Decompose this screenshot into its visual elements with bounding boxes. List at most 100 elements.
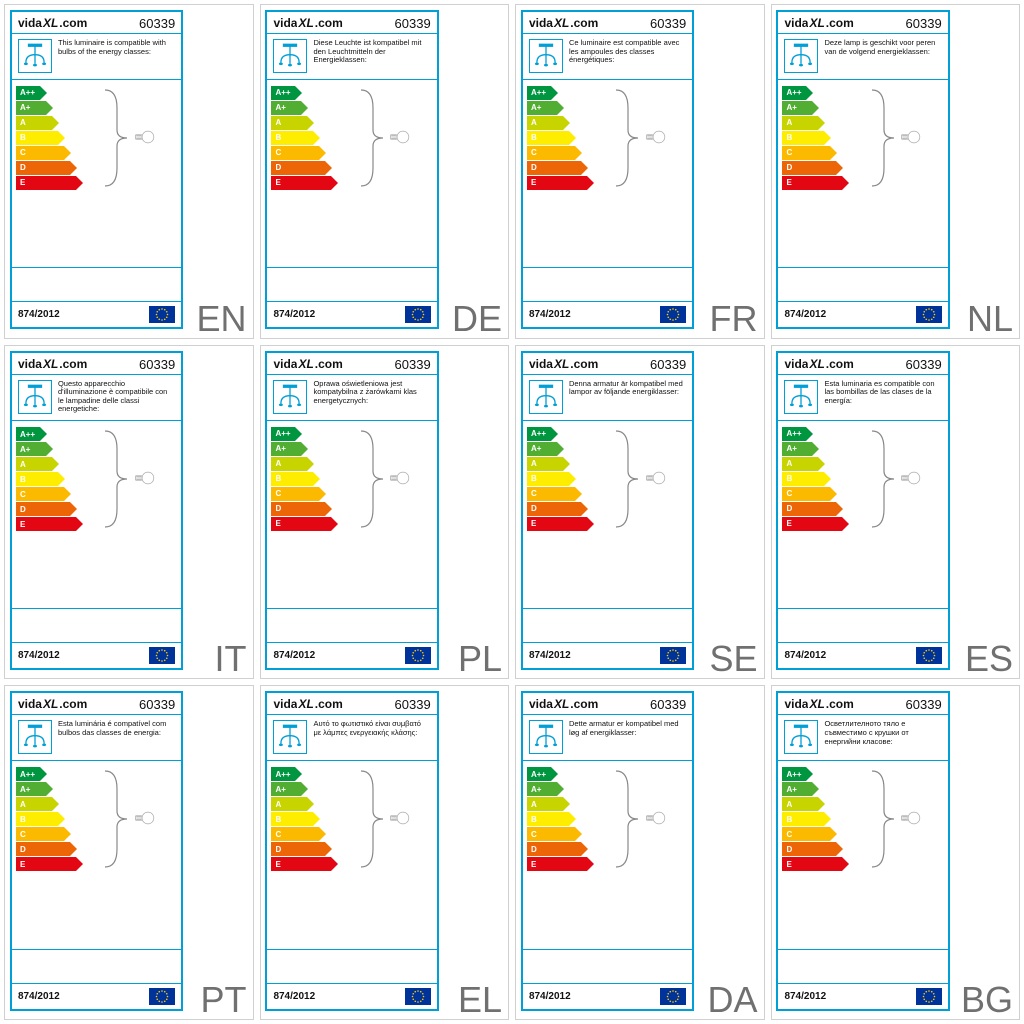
energy-class-arrow: A++ [271, 767, 355, 781]
energy-label: vidaXL.com 60339 Dette armatur er kompat… [521, 691, 694, 1010]
label-footer: 874/2012 [523, 302, 692, 327]
energy-class-label: C [531, 489, 537, 498]
chandelier-icon [18, 720, 52, 754]
label-header: vidaXL.com 60339 [12, 353, 181, 375]
label-footer: 874/2012 [523, 984, 692, 1009]
language-code: BG [961, 979, 1013, 1021]
energy-class-arrow: A+ [782, 782, 866, 796]
energy-class-arrow: D [16, 502, 100, 516]
energy-class-arrow: C [527, 487, 611, 501]
energy-class-label: E [20, 178, 25, 187]
model-number: 60339 [650, 16, 686, 31]
bulb-icon [645, 469, 667, 487]
energy-class-label: D [275, 163, 281, 172]
language-code: DA [707, 979, 757, 1021]
bracket-icon [870, 429, 898, 529]
energy-class-label: A [786, 800, 792, 809]
energy-class-label: A [20, 800, 26, 809]
energy-class-arrow: A+ [16, 442, 100, 456]
energy-label: vidaXL.com 60339 Осветлителното тяло е с… [776, 691, 949, 1010]
brand-logo: vidaXL.com [18, 697, 87, 711]
energy-arrows: A++ A+ A B C D [527, 86, 611, 190]
label-cell: vidaXL.com 60339 Ce luminaire est compat… [515, 4, 765, 339]
language-code: DE [452, 298, 502, 340]
compatibility-text: Diese Leuchte ist kompatibel mit den Leu… [313, 39, 430, 73]
spacer [267, 268, 436, 302]
energy-class-arrow: A++ [782, 767, 866, 781]
compatibility-text: Deze lamp is geschikt voor peren van de … [824, 39, 941, 73]
brand-logo: vidaXL.com [18, 16, 87, 30]
energy-class-arrow: A [271, 797, 355, 811]
bracket-icon [103, 88, 131, 188]
label-header: vidaXL.com 60339 [12, 12, 181, 34]
bulb-icon [900, 128, 922, 146]
compatibility-row: Αυτό το φωτιστικό είναι συμβατό με λάμπε… [267, 715, 436, 761]
energy-class-arrow: B [782, 131, 866, 145]
label-header: vidaXL.com 60339 [778, 353, 947, 375]
energy-class-arrow: E [527, 857, 611, 871]
brand-logo: vidaXL.com [529, 357, 598, 371]
energy-class-arrow: A [16, 116, 100, 130]
regulation-number: 874/2012 [529, 650, 571, 661]
energy-class-arrow: A++ [271, 427, 355, 441]
label-cell: vidaXL.com 60339 Questo apparecchio d'il… [4, 345, 254, 680]
energy-class-label: A+ [531, 785, 541, 794]
energy-class-arrow: E [782, 176, 866, 190]
energy-class-label: B [531, 474, 537, 483]
bracket-icon [614, 88, 642, 188]
compatibility-text: Denna armatur är kompatibel med lampor a… [569, 380, 686, 414]
energy-class-arrow: C [16, 827, 100, 841]
energy-class-arrow: B [271, 131, 355, 145]
energy-label: vidaXL.com 60339 Denna armatur är kompat… [521, 351, 694, 670]
energy-class-arrow: A [782, 797, 866, 811]
spacer [12, 609, 181, 643]
energy-class-label: C [786, 148, 792, 157]
energy-class-label: B [275, 133, 281, 142]
energy-class-arrow: A++ [16, 86, 100, 100]
energy-class-label: C [275, 489, 281, 498]
label-header: vidaXL.com 60339 [778, 693, 947, 715]
energy-class-label: A [20, 118, 26, 127]
bulb-icon [389, 469, 411, 487]
compatibility-text: Oprawa oświetleniowa jest kompatybilna z… [313, 380, 430, 414]
regulation-number: 874/2012 [529, 309, 571, 320]
energy-class-label: E [531, 178, 536, 187]
brand-logo: vidaXL.com [273, 357, 342, 371]
energy-class-arrow: A+ [527, 101, 611, 115]
energy-class-label: B [531, 133, 537, 142]
bulb-icon [900, 469, 922, 487]
model-number: 60339 [906, 357, 942, 372]
energy-scale: A++ A+ A B C D [778, 80, 947, 268]
energy-class-arrow: D [16, 842, 100, 856]
compatibility-text: This luminaire is compatible with bulbs … [58, 39, 175, 73]
label-footer: 874/2012 [267, 302, 436, 327]
model-number: 60339 [139, 357, 175, 372]
regulation-number: 874/2012 [18, 650, 60, 661]
brand-logo: vidaXL.com [784, 697, 853, 711]
energy-class-arrow: E [782, 857, 866, 871]
compatibility-text: Questo apparecchio d'illuminazione è com… [58, 380, 175, 415]
bulb-icon [645, 809, 667, 827]
label-header: vidaXL.com 60339 [267, 693, 436, 715]
energy-class-arrow: C [527, 146, 611, 160]
energy-class-label: B [275, 474, 281, 483]
label-cell: vidaXL.com 60339 Осветлителното тяло е с… [771, 685, 1021, 1020]
label-cell: vidaXL.com 60339 Diese Leuchte ist kompa… [260, 4, 510, 339]
compatibility-row: Oprawa oświetleniowa jest kompatybilna z… [267, 375, 436, 421]
label-header: vidaXL.com 60339 [12, 693, 181, 715]
energy-class-arrow: B [16, 812, 100, 826]
energy-class-label: C [786, 489, 792, 498]
compatibility-row: Esta luminaria es compatible con las bom… [778, 375, 947, 421]
bulb-icon [645, 128, 667, 146]
compatibility-text: Ce luminaire est compatible avec les amp… [569, 39, 686, 73]
energy-arrows: A++ A+ A B C D [782, 767, 866, 871]
model-number: 60339 [650, 697, 686, 712]
language-code: EL [458, 979, 502, 1021]
label-footer: 874/2012 [778, 984, 947, 1009]
energy-class-label: A++ [20, 770, 35, 779]
energy-class-label: E [275, 178, 280, 187]
energy-class-arrow: D [782, 842, 866, 856]
energy-class-arrow: A++ [16, 767, 100, 781]
spacer [267, 609, 436, 643]
energy-class-arrow: A [527, 797, 611, 811]
